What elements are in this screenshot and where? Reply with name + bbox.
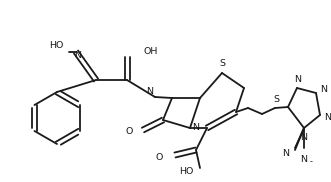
Text: N: N xyxy=(192,124,199,132)
Text: O: O xyxy=(156,153,163,161)
Text: -: - xyxy=(310,157,313,167)
Text: S: S xyxy=(219,59,225,68)
Text: N: N xyxy=(74,50,81,60)
Text: N: N xyxy=(301,155,307,164)
Text: OH: OH xyxy=(143,48,157,56)
Text: N: N xyxy=(320,86,327,94)
Text: HO: HO xyxy=(179,167,193,177)
Text: S: S xyxy=(273,95,279,104)
Text: N: N xyxy=(301,133,307,142)
Text: N: N xyxy=(282,149,289,157)
Text: N: N xyxy=(324,114,331,122)
Text: HO: HO xyxy=(49,41,63,50)
Text: N: N xyxy=(295,75,302,84)
Text: N: N xyxy=(147,88,154,96)
Text: O: O xyxy=(126,128,133,136)
